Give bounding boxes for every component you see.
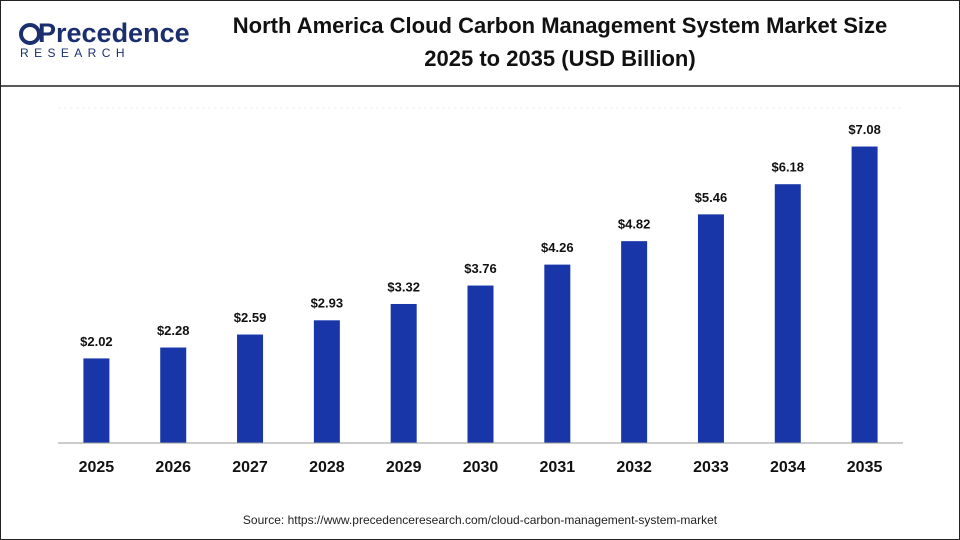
chart-title: 2025 to 2035 (USD Billion) xyxy=(424,46,695,71)
x-tick-label: 2033 xyxy=(693,459,729,476)
data-label: $4.82 xyxy=(618,217,651,232)
x-tick-label: 2035 xyxy=(847,459,883,476)
x-tick-label: 2028 xyxy=(309,459,345,476)
logo-mark xyxy=(19,23,41,45)
data-label: $4.26 xyxy=(541,240,574,255)
data-label: $2.28 xyxy=(157,323,190,338)
data-label: $2.59 xyxy=(234,310,267,325)
bar xyxy=(544,264,571,443)
source-note: Source: https://www.precedenceresearch.c… xyxy=(243,513,718,527)
x-tick-label: 2027 xyxy=(232,459,268,476)
data-label: $3.32 xyxy=(387,279,420,294)
x-tick-label: 2026 xyxy=(155,459,191,476)
bar xyxy=(774,184,801,443)
bar xyxy=(237,334,264,443)
bar xyxy=(160,347,187,443)
bar xyxy=(467,285,494,443)
bar xyxy=(697,214,724,443)
x-tick-label: 2032 xyxy=(616,459,652,476)
data-label: $5.46 xyxy=(695,190,728,205)
logo-name: Precedence xyxy=(38,18,190,48)
data-label: $2.93 xyxy=(311,296,344,311)
x-tick-label: 2030 xyxy=(463,459,499,476)
bar xyxy=(390,303,417,443)
bar xyxy=(621,241,648,443)
logo-tagline: RESEARCH xyxy=(20,46,130,60)
x-tick-label: 2029 xyxy=(386,459,422,476)
bar xyxy=(851,146,878,443)
bar xyxy=(83,358,110,443)
x-tick-label: 2031 xyxy=(540,459,576,476)
data-label: $7.08 xyxy=(848,122,881,137)
x-tick-label: 2025 xyxy=(79,459,115,476)
data-label: $6.18 xyxy=(771,160,804,175)
data-label: $3.76 xyxy=(464,261,497,276)
bar xyxy=(313,320,340,443)
data-label: $2.02 xyxy=(80,334,113,349)
x-tick-label: 2034 xyxy=(770,459,806,476)
chart-title: North America Cloud Carbon Management Sy… xyxy=(233,13,887,38)
